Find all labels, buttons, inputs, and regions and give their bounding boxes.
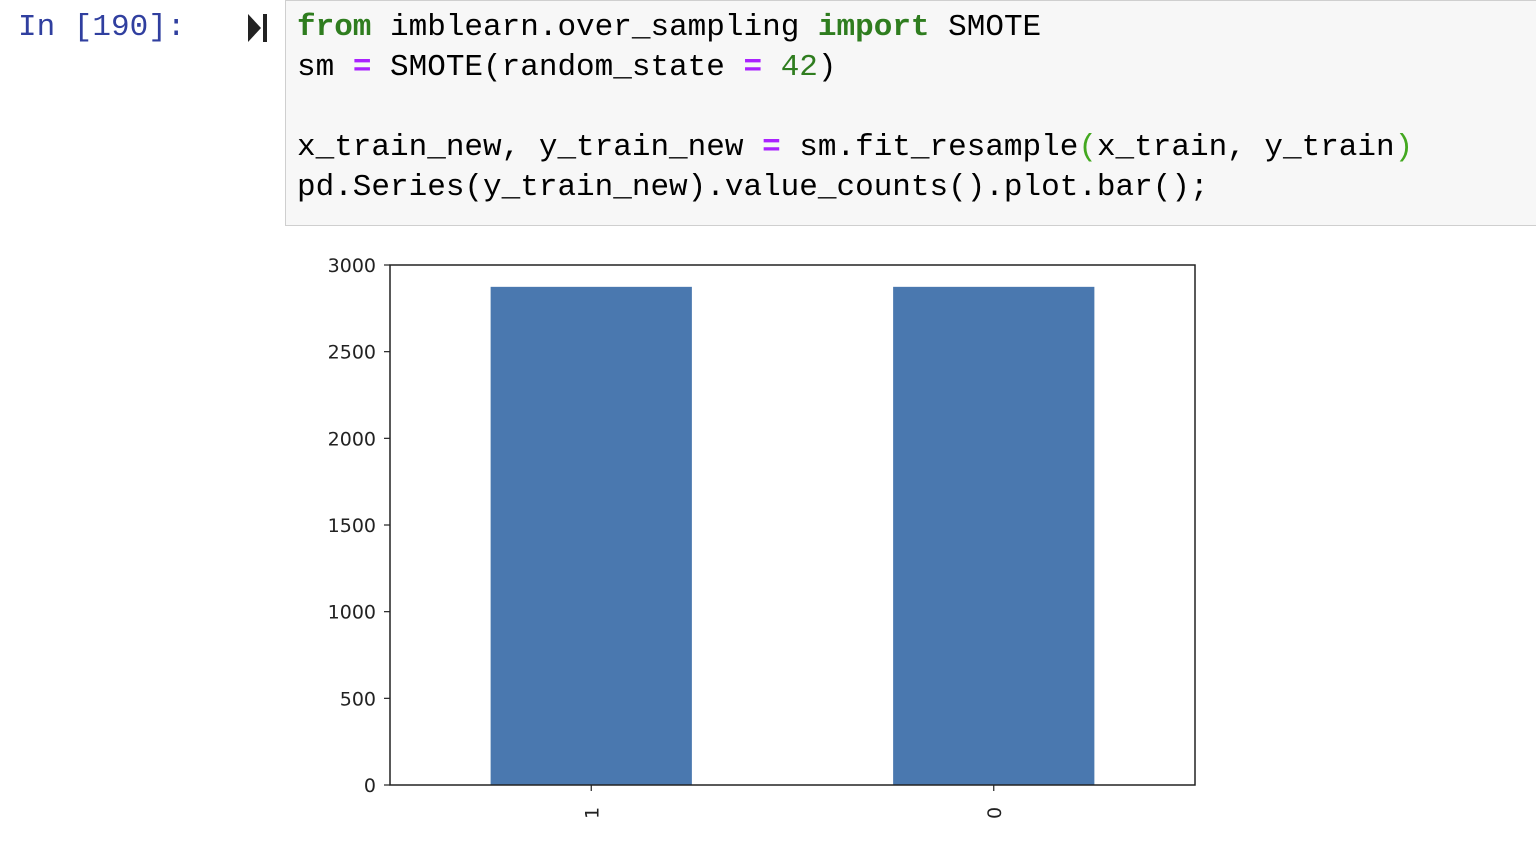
y-tick-label: 500 xyxy=(340,688,376,710)
y-tick-label: 0 xyxy=(364,775,376,797)
run-cell-icon xyxy=(248,14,267,42)
code-line: sm = SMOTE(random_state = 42) xyxy=(297,48,1413,88)
bar-0 xyxy=(893,286,1095,785)
x-tick-label: 0 xyxy=(984,807,1006,819)
y-tick-label: 1000 xyxy=(328,602,376,624)
bar-chart: 1 0 0 500 1000 1500 2000 2500 3000 xyxy=(328,255,1196,819)
run-cell-button[interactable] xyxy=(246,12,270,44)
code-token: = xyxy=(352,50,372,85)
code-token: x_train_new, y_train_new xyxy=(297,130,763,165)
code-cell-editor[interactable]: from imblearn.over_sampling import SMOTE… xyxy=(285,0,1536,226)
code-token: 42 xyxy=(780,50,818,85)
code-token: sm.fit_resample xyxy=(780,130,1079,165)
code-token: import xyxy=(817,10,930,45)
code-token: ) xyxy=(1394,130,1414,165)
bar-1 xyxy=(490,286,692,785)
code-token: x_train, y_train xyxy=(1096,130,1395,165)
code-text[interactable]: from imblearn.over_sampling import SMOTE… xyxy=(297,8,1413,208)
code-token: sm xyxy=(297,50,353,85)
code-token: SMOTE(random_state xyxy=(371,50,744,85)
code-token xyxy=(762,50,781,85)
code-token: SMOTE xyxy=(929,10,1042,45)
input-prompt: In [190]: xyxy=(18,10,186,45)
y-tick-label: 2000 xyxy=(328,428,376,450)
plot-frame xyxy=(389,264,1196,786)
code-token: = xyxy=(762,130,781,165)
code-line: x_train_new, y_train_new = sm.fit_resamp… xyxy=(297,128,1413,168)
code-line xyxy=(297,88,1413,128)
x-tick-label: 1 xyxy=(581,807,603,819)
code-token: from xyxy=(297,10,372,45)
y-tick-label: 2500 xyxy=(328,342,376,364)
code-token: = xyxy=(743,50,763,85)
code-token: ( xyxy=(1078,130,1097,165)
code-line: pd.Series(y_train_new).value_counts().pl… xyxy=(297,168,1413,208)
cell-output: 1 0 0 500 1000 1500 2000 2500 3000 xyxy=(290,240,1230,840)
code-token: imblearn.over_sampling xyxy=(371,10,818,45)
y-tick-label: 3000 xyxy=(328,255,376,277)
y-tick-label: 1500 xyxy=(328,515,376,537)
code-line: from imblearn.over_sampling import SMOTE xyxy=(297,8,1413,48)
code-token: pd.Series(y_train_new).value_counts().pl… xyxy=(297,170,1209,205)
code-token: ) xyxy=(817,50,837,85)
